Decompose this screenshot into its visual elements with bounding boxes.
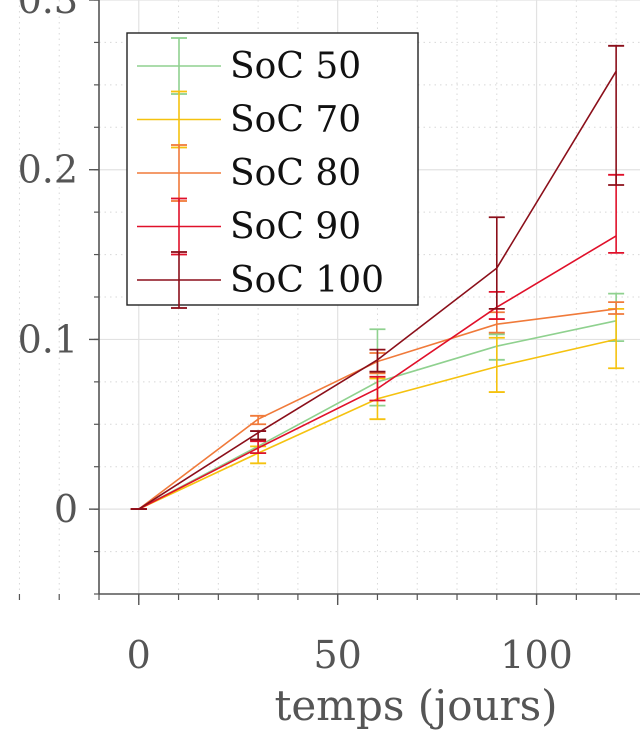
legend: SoC 50 SoC 70 SoC 80 SoC 90 SoC 100 <box>126 32 419 309</box>
series-soc-100 <box>130 44 625 511</box>
legend-label: SoC 50 <box>230 46 361 87</box>
legend-label: SoC 100 <box>230 260 384 301</box>
x-tick-label: 100 <box>500 633 573 677</box>
legend-label: SoC 70 <box>230 100 361 141</box>
legend-label: SoC 90 <box>230 207 361 248</box>
tick-labels: 0 50 100 0 0.1 0.2 0.3 <box>18 0 573 677</box>
legend-entry: SoC 80 <box>137 144 361 202</box>
axes <box>18 0 640 605</box>
legend-entry: SoC 90 <box>137 197 361 256</box>
legend-label: SoC 80 <box>230 153 361 194</box>
y-tick-label: 0.2 <box>18 148 78 192</box>
legend-box <box>126 32 419 306</box>
x-tick-label: 50 <box>313 633 361 677</box>
x-axis-title: temps (jours) <box>274 681 557 730</box>
y-tick-label: 0.1 <box>18 317 78 361</box>
y-tick-label: 0 <box>54 487 78 531</box>
legend-entry: SoC 50 <box>137 37 361 95</box>
series-lines <box>130 44 625 511</box>
legend-entry: SoC 100 <box>137 251 384 309</box>
x-tick-label: 0 <box>127 633 151 677</box>
y-tick-label: 0.3 <box>18 0 78 22</box>
